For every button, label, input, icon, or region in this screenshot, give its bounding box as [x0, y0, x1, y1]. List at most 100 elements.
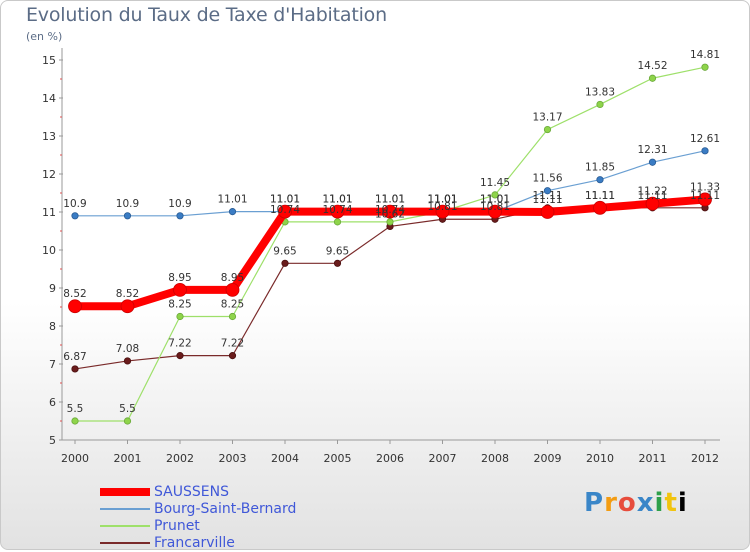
data-label-saussens: 8.52 — [116, 288, 139, 300]
data-label-bourg-saint-bernard: 11.01 — [480, 194, 510, 206]
legend-swatch-francarville — [100, 542, 150, 544]
legend-label-francarville: Francarville — [154, 535, 235, 551]
data-point-saussens — [173, 282, 187, 297]
data-point-saussens — [645, 196, 660, 211]
chart-title: Evolution du Taux de Taxe d'Habitation — [26, 4, 387, 26]
data-label-saussens: 11.11 — [585, 190, 615, 202]
data-label-saussens: 8.52 — [63, 288, 86, 300]
data-label-bourg-saint-bernard: 11.01 — [217, 194, 247, 206]
data-point-bourg-saint-bernard — [648, 158, 657, 166]
data-label-francarville: 7.08 — [116, 343, 139, 355]
y-tick-label: 12 — [42, 168, 56, 181]
data-label-saussens: 11.01 — [322, 194, 352, 206]
data-point-prunet — [228, 312, 237, 321]
data-point-saussens — [278, 204, 292, 219]
data-label-bourg-saint-bernard: 12.31 — [637, 144, 667, 156]
data-point-francarville — [71, 365, 79, 373]
data-label-saussens: 8.95 — [221, 272, 244, 284]
data-label-saussens: 11.01 — [427, 194, 457, 206]
data-label-bourg-saint-bernard: 10.9 — [116, 198, 139, 210]
data-label-francarville: 9.65 — [326, 245, 349, 257]
legend-label-saussens: SAUSSENS — [154, 484, 229, 500]
data-point-saussens — [120, 299, 135, 314]
x-tick-label: 2011 — [639, 452, 667, 465]
data-label-saussens: 11.22 — [637, 186, 667, 198]
data-label-bourg-saint-bernard: 10.9 — [63, 198, 86, 210]
data-point-prunet — [386, 218, 394, 226]
y-tick-label: 14 — [42, 92, 56, 105]
x-tick-label: 2004 — [271, 452, 299, 465]
data-point-bourg-saint-bernard — [543, 187, 552, 195]
legend-swatch-bourg-saint-bernard — [100, 508, 150, 510]
x-tick-label: 2009 — [534, 452, 562, 465]
data-label-prunet: 8.25 — [168, 299, 191, 311]
data-label-saussens: 11.11 — [532, 194, 562, 206]
data-point-bourg-saint-bernard — [176, 212, 184, 220]
data-point-francarville — [123, 357, 132, 365]
data-point-prunet — [701, 63, 709, 71]
data-label-francarville: 11.11 — [532, 190, 562, 202]
data-label-francarville: 10.62 — [375, 208, 405, 220]
data-label-bourg-saint-bernard: 11.85 — [585, 162, 615, 174]
data-point-prunet — [491, 191, 499, 199]
data-point-saussens — [330, 204, 345, 219]
data-label-prunet: 10.74 — [375, 204, 405, 216]
data-point-saussens — [225, 282, 240, 297]
legend-swatch-prunet — [100, 525, 150, 527]
chart-subtitle: (en %) — [26, 30, 63, 43]
data-point-francarville — [333, 259, 342, 267]
data-label-saussens: 11.01 — [270, 194, 300, 206]
data-point-bourg-saint-bernard — [596, 176, 604, 184]
y-tick-label: 11 — [42, 206, 56, 219]
data-label-francarville: 7.22 — [221, 338, 244, 350]
y-tick-label: 7 — [49, 358, 56, 371]
data-label-francarville: 11.11 — [637, 190, 667, 202]
data-label-prunet: 11.45 — [480, 177, 510, 189]
data-point-francarville — [281, 259, 289, 267]
data-point-saussens — [698, 192, 712, 207]
y-tick-label: 8 — [49, 320, 56, 333]
data-point-prunet — [648, 74, 657, 82]
data-label-francarville: 10.81 — [427, 201, 457, 213]
data-point-saussens — [488, 204, 502, 219]
y-tick-label: 6 — [49, 396, 56, 409]
data-label-bourg-saint-bernard: 10.9 — [168, 198, 191, 210]
data-point-prunet — [333, 218, 342, 226]
data-point-prunet — [176, 312, 184, 321]
x-tick-label: 2010 — [586, 452, 614, 465]
data-label-prunet: 13.83 — [585, 86, 615, 98]
data-label-francarville: 10.81 — [480, 201, 510, 213]
data-label-bourg-saint-bernard: 11.01 — [270, 194, 300, 206]
y-tick-label: 13 — [42, 130, 56, 143]
data-label-francarville: 9.65 — [273, 245, 296, 257]
x-tick-label: 2005 — [324, 452, 352, 465]
legend-swatch-saussens — [100, 488, 150, 496]
data-label-prunet: 13.17 — [532, 112, 562, 124]
data-point-bourg-saint-bernard — [228, 208, 237, 216]
data-label-francarville: 7.22 — [168, 338, 191, 350]
data-point-bourg-saint-bernard — [123, 212, 132, 220]
data-label-prunet: 11.01 — [427, 194, 457, 206]
y-tick-label: 9 — [49, 282, 56, 295]
data-label-francarville: 11.11 — [585, 190, 615, 202]
x-tick-label: 2003 — [219, 452, 247, 465]
data-label-bourg-saint-bernard: 11.56 — [532, 173, 562, 185]
x-tick-label: 2007 — [429, 452, 457, 465]
data-label-saussens: 8.95 — [168, 272, 191, 284]
series-line-prunet — [74, 66, 706, 422]
x-tick-label: 2001 — [114, 452, 142, 465]
data-point-saussens — [540, 205, 555, 219]
data-point-bourg-saint-bernard — [701, 147, 709, 155]
y-tick-label: 15 — [42, 54, 56, 67]
x-tick-label: 2006 — [376, 452, 404, 465]
data-point-prunet — [596, 100, 604, 109]
x-tick-label: 2002 — [166, 452, 194, 465]
data-label-bourg-saint-bernard: 11.01 — [375, 194, 405, 206]
data-point-saussens — [435, 204, 450, 219]
data-label-prunet: 5.5 — [119, 403, 136, 415]
data-label-saussens: 11.01 — [480, 194, 510, 206]
data-point-prunet — [71, 417, 79, 425]
y-tick-label: 10 — [42, 244, 56, 257]
data-point-bourg-saint-bernard — [71, 212, 79, 220]
